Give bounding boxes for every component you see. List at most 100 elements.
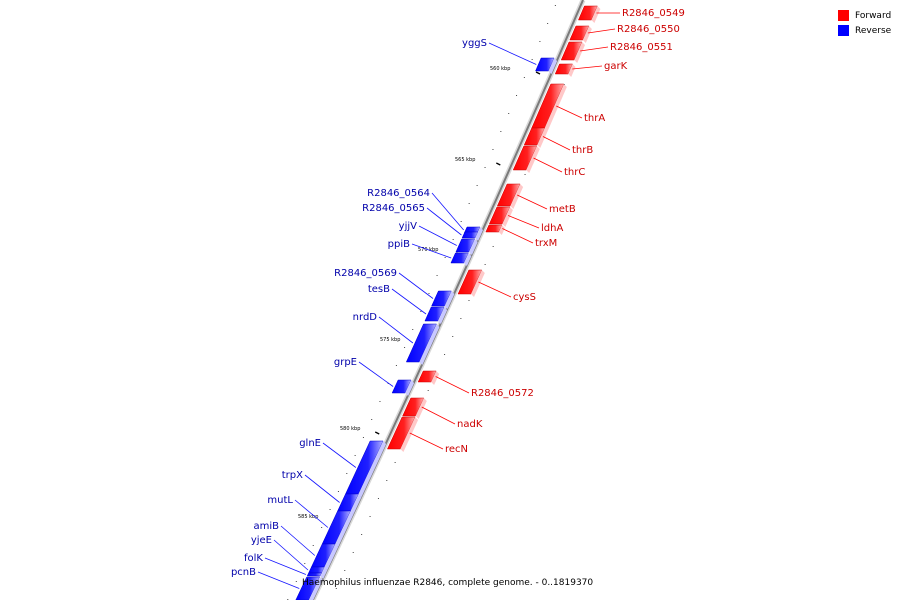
gene-leader-line — [294, 499, 329, 528]
gene-leader-line — [411, 243, 452, 259]
gene-shadow — [320, 573, 325, 579]
minor-tick — [492, 149, 494, 150]
gene-label-ldha[interactable]: ldhA — [541, 223, 563, 234]
minor-tick — [344, 570, 346, 571]
gene-label-yjjv[interactable]: yjjV — [399, 221, 417, 232]
gene-leader-line — [533, 157, 563, 173]
gene-leader-line — [322, 442, 357, 468]
gene-label-amib[interactable]: amiB — [253, 521, 279, 532]
gene-label-mutl[interactable]: mutL — [267, 495, 293, 506]
minor-tick — [427, 390, 429, 391]
gene-label-thra[interactable]: thrA — [584, 113, 605, 124]
minor-tick — [295, 581, 297, 582]
gene-shadow — [350, 494, 362, 514]
gene-shadow — [415, 398, 427, 419]
gene-label-trpx[interactable]: trpX — [282, 470, 303, 481]
gene-label-metb[interactable]: metB — [549, 204, 576, 215]
forward-swatch — [838, 10, 849, 21]
map-caption: Haemophilus influenzae R2846, complete g… — [302, 578, 594, 588]
gene-label-yggs[interactable]: yggS — [462, 38, 487, 49]
minor-tick — [484, 264, 486, 265]
minor-tick — [428, 293, 430, 294]
gene-shadow — [502, 207, 513, 227]
minor-tick — [386, 480, 388, 481]
gene-label-grpe[interactable]: grpE — [334, 357, 357, 368]
gene-leader-line — [358, 361, 394, 387]
gene-label-nadk[interactable]: nadK — [457, 419, 483, 430]
gene-label-r2846_0564[interactable]: R2846_0564 — [367, 188, 430, 199]
gene-label-recn[interactable]: recN — [445, 444, 468, 455]
gene-label-yjee[interactable]: yjeE — [251, 535, 272, 546]
gene-shadow — [537, 128, 548, 148]
gene-shadow — [471, 270, 485, 297]
gene-leader-line — [542, 136, 571, 151]
gene-label-tesb[interactable]: tesB — [368, 284, 390, 295]
gene-leader-line — [304, 474, 340, 503]
minor-tick — [404, 347, 406, 348]
legend-label-forward: Forward — [855, 10, 892, 21]
gene-label-gark[interactable]: garK — [604, 61, 628, 72]
minor-tick — [377, 498, 379, 499]
gene-label-r2846_0565[interactable]: R2846_0565 — [362, 203, 425, 214]
minor-tick — [452, 239, 454, 240]
minor-tick — [362, 437, 364, 438]
gene-leader-line — [587, 28, 616, 34]
gene-label-thrb[interactable]: thrB — [572, 145, 593, 156]
gene-leader-line — [421, 406, 456, 425]
gene-folk-feature[interactable] — [306, 572, 322, 577]
gene-label-r2846_0572[interactable]: R2846_0572 — [471, 388, 534, 399]
gene-leader-line — [257, 571, 300, 589]
minor-tick — [420, 311, 422, 312]
scale-tick-label: 585 kbp — [298, 514, 318, 520]
minor-tick — [361, 534, 363, 535]
gene-shadow — [574, 42, 585, 63]
gene-label-ppib[interactable]: ppiB — [388, 239, 410, 250]
minor-tick — [387, 383, 389, 384]
gene-label-folk[interactable]: folK — [244, 553, 263, 564]
gene-label-r2846_0551[interactable]: R2846_0551 — [610, 42, 673, 53]
gene-label-thrc[interactable]: thrC — [564, 167, 585, 178]
gene-label-pcnb[interactable]: pcnB — [231, 567, 256, 578]
minor-tick — [492, 246, 494, 247]
scale-tick-label: 560 kbp — [490, 66, 510, 72]
gene-pcnb-feature[interactable] — [295, 576, 321, 600]
minor-tick — [395, 365, 397, 366]
gene-labels: R2846_0549 R2846_0550 R2846_0551 garK yggS th… — [231, 8, 685, 589]
gene-label-trxm[interactable]: trxM — [535, 238, 557, 249]
minor-tick — [354, 455, 356, 456]
gene-shadow — [510, 184, 524, 209]
gene-leader-line — [426, 207, 462, 236]
gene-label-cyss[interactable]: cysS — [513, 292, 536, 303]
gene-shadow — [324, 544, 339, 570]
legend-label-reverse: Reverse — [855, 25, 892, 36]
minor-tick — [531, 59, 533, 60]
gene-features — [295, 5, 601, 600]
gene-leader-line — [572, 65, 603, 70]
gene-label-r2846_0550[interactable]: R2846_0550 — [617, 24, 680, 35]
gene-label-nrdd[interactable]: nrdD — [353, 312, 378, 323]
gene-leader-line — [517, 194, 548, 210]
minor-tick — [337, 491, 339, 492]
gene-leader-line — [435, 376, 470, 394]
scale-tick — [374, 431, 380, 435]
minor-tick — [539, 41, 541, 42]
minor-tick — [468, 203, 470, 204]
minor-tick — [547, 23, 549, 24]
gene-leader-line — [580, 46, 609, 52]
gene-shadow — [526, 146, 540, 173]
gene-label-r2846_0549[interactable]: R2846_0549 — [622, 8, 685, 19]
gene-shadow — [358, 441, 387, 497]
gene-shadow — [400, 417, 419, 452]
gene-leader-line — [507, 215, 540, 229]
gene-shadow — [437, 307, 448, 324]
minor-tick — [394, 462, 396, 463]
gene-shadow — [568, 64, 576, 77]
gene-label-glne[interactable]: glnE — [299, 438, 321, 449]
minor-tick — [379, 401, 381, 402]
gene-r2846_0565-feature[interactable] — [461, 231, 479, 239]
gene-label-r2846_0569[interactable]: R2846_0569 — [334, 268, 397, 279]
gene-leader-line — [502, 228, 534, 244]
gene-leader-line — [273, 539, 309, 571]
legend-item-forward: Forward — [838, 8, 891, 23]
minor-tick — [444, 257, 446, 258]
